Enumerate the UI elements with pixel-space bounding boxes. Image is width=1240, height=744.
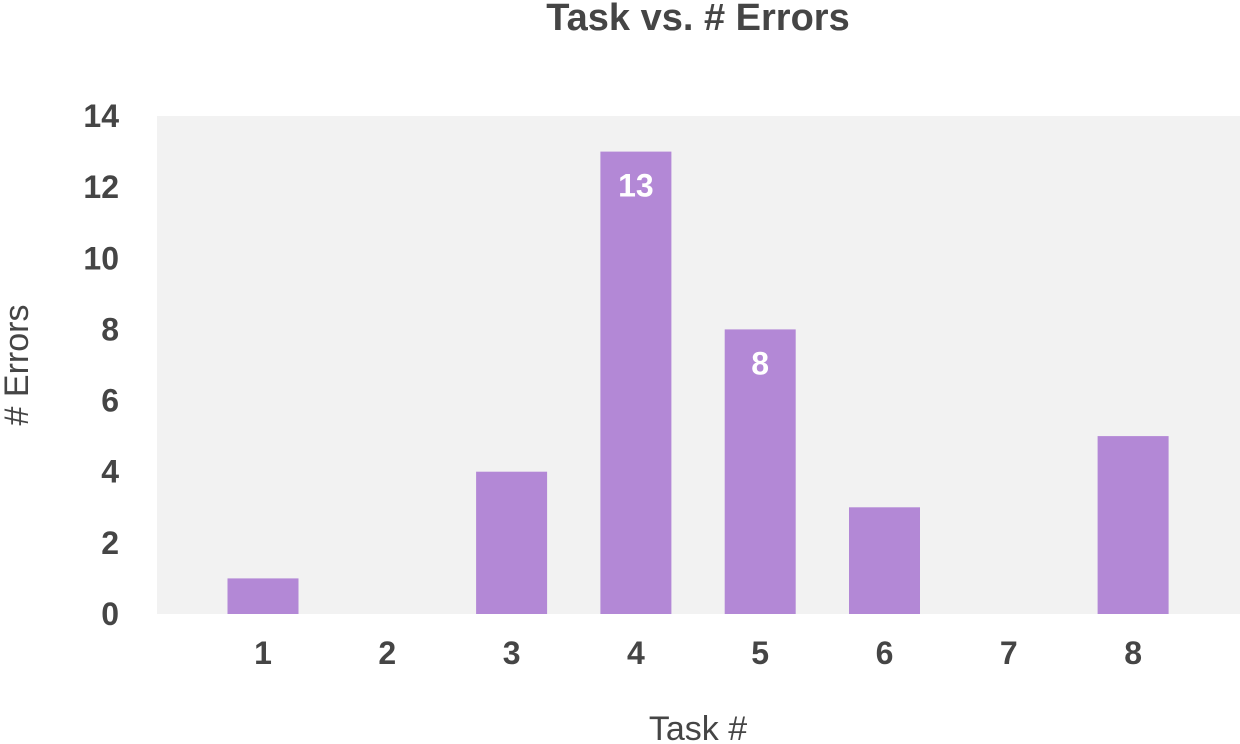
- y-tick-label: 6: [101, 383, 119, 419]
- bar-task-4: [600, 151, 672, 614]
- chart-title: Task vs. # Errors: [546, 0, 849, 39]
- x-tick-label: 6: [876, 635, 894, 671]
- bar-task-5: [724, 329, 796, 614]
- y-tick-label: 8: [101, 311, 119, 347]
- y-axis-title: # Errors: [0, 305, 36, 426]
- bar-task-3: [476, 471, 548, 614]
- y-tick-label: 14: [83, 98, 119, 134]
- bar-task-6: [849, 507, 920, 614]
- y-tick-label: 10: [83, 240, 119, 276]
- data-labels-group: 13 8: [618, 168, 769, 382]
- plot-area: [157, 116, 1240, 614]
- bar-task-1: [227, 578, 299, 614]
- y-tick-label: 2: [101, 525, 119, 561]
- x-tick-label: 1: [254, 635, 272, 671]
- x-axis-ticks: 1 2 3 4 5 6 7 8: [254, 635, 1142, 671]
- y-tick-label: 4: [101, 454, 119, 490]
- data-label-task-4: 13: [618, 168, 654, 204]
- bars-group: [227, 151, 1169, 614]
- x-tick-label: 2: [378, 635, 396, 671]
- bar-task-8: [1097, 436, 1169, 614]
- x-tick-label: 8: [1124, 635, 1142, 671]
- x-tick-label: 7: [1000, 635, 1018, 671]
- y-tick-label: 12: [83, 169, 119, 205]
- x-axis-title: Task #: [649, 710, 747, 744]
- y-axis-ticks: 0 2 4 6 8 10 12 14: [83, 98, 119, 632]
- x-tick-label: 5: [751, 635, 769, 671]
- x-tick-label: 4: [627, 635, 645, 671]
- x-tick-label: 3: [503, 635, 521, 671]
- y-tick-label: 0: [101, 596, 119, 632]
- data-label-task-5: 8: [751, 345, 769, 381]
